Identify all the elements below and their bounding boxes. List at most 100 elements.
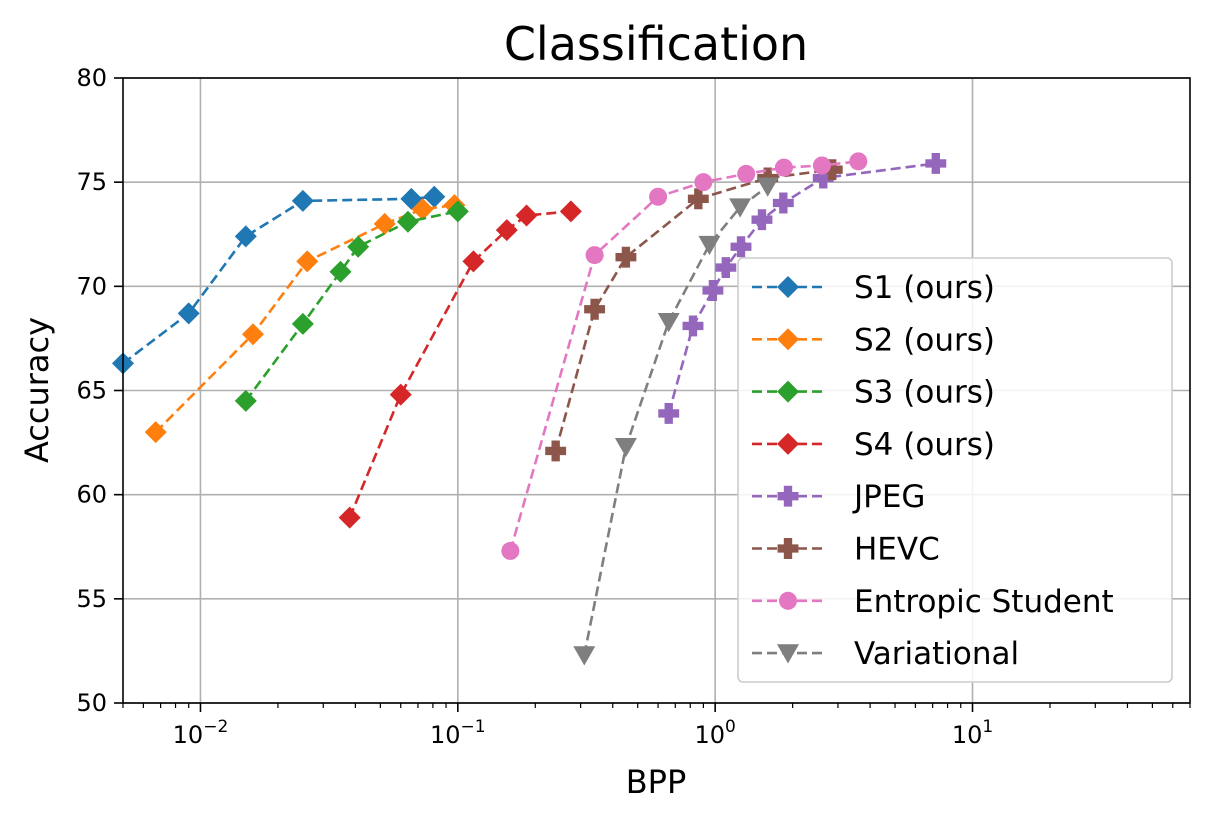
legend-box [737, 257, 1173, 683]
diamond-marker [396, 210, 419, 233]
series-s3-ours [234, 200, 469, 412]
y-tick-label: 65 [76, 377, 107, 405]
circle-marker [694, 173, 713, 192]
circle-marker [774, 158, 793, 177]
plus-marker [751, 209, 773, 231]
axis-ticks: 10−2 10−1 100 101 50 55 60 65 70 75 80 [76, 64, 1191, 749]
plus-marker [702, 280, 724, 301]
legend-item: S4 (ours) [752, 427, 995, 463]
data-series [112, 152, 947, 666]
triangle-down-marker [657, 312, 680, 333]
diamond-marker [291, 189, 314, 212]
plus-marker [730, 236, 752, 258]
triangle-down-marker [698, 235, 721, 256]
triangle-down-marker [756, 177, 779, 197]
y-tick-label: 70 [76, 272, 107, 300]
legend-item: S2 (ours) [752, 322, 995, 358]
diamond-marker [373, 212, 396, 235]
legend-item: S1 (ours) [752, 270, 995, 306]
diamond-marker [234, 389, 257, 412]
legend-label: S2 (ours) [854, 322, 995, 358]
triangle-down-marker [614, 437, 637, 458]
y-axis-label: Accuracy [18, 317, 56, 463]
series-s1-ours [112, 185, 446, 375]
plus-marker [821, 159, 843, 181]
diamond-marker [234, 225, 257, 248]
circle-marker [778, 591, 798, 610]
circle-marker [501, 541, 520, 560]
legend-label: S3 (ours) [854, 375, 995, 411]
plus-marker [658, 402, 680, 424]
diamond-marker [177, 302, 200, 325]
diamond-marker [329, 260, 352, 283]
triangle-down-marker [777, 644, 799, 664]
circle-marker [849, 152, 868, 171]
legend-label: S4 (ours) [854, 427, 995, 463]
diamond-marker [777, 328, 799, 351]
y-tick-label: 50 [76, 689, 107, 717]
legend-item: HEVC [752, 532, 940, 568]
diamond-marker [777, 276, 799, 298]
plus-marker [772, 192, 794, 214]
x-axis-label: BPP [626, 763, 687, 801]
plus-marker [812, 167, 834, 189]
circle-marker [812, 156, 831, 175]
chart-title: Classification [504, 17, 808, 71]
diamond-marker [291, 312, 314, 335]
x-tick-label: 100 [694, 717, 735, 749]
diamond-marker [389, 383, 412, 406]
legend-label: Variational [854, 636, 1019, 672]
plus-marker [715, 257, 737, 279]
legend-label: JPEG [852, 479, 925, 515]
diamond-marker [777, 432, 799, 455]
legend-item: Variational [752, 636, 1019, 672]
diamond-marker [144, 421, 167, 444]
legend-label: HEVC [854, 532, 940, 568]
plus-marker [545, 440, 567, 462]
circle-marker [649, 187, 668, 206]
triangle-down-marker [729, 198, 752, 218]
diamond-marker [495, 219, 518, 242]
x-tick-label: 10−2 [173, 717, 229, 749]
triangle-down-marker [573, 646, 596, 666]
series-line [554, 168, 833, 452]
plus-marker [925, 152, 947, 174]
y-tick-label: 60 [76, 481, 107, 509]
legend: S1 (ours) S2 (ours) S3 (ours) S4 (ours) JPEG… [737, 257, 1173, 683]
diamond-marker [446, 200, 469, 223]
series-line [122, 195, 435, 365]
plus-marker [777, 538, 799, 559]
series-s4-ours [338, 200, 582, 529]
diamond-marker [559, 200, 582, 223]
plus-marker [777, 485, 799, 507]
plus-marker [682, 315, 704, 337]
plus-marker [687, 188, 709, 210]
legend-item: Entropic Student [752, 584, 1114, 620]
plus-marker [615, 246, 637, 268]
diamond-marker [241, 323, 264, 346]
diamond-marker [515, 204, 538, 227]
plus-marker [584, 298, 606, 320]
series-line [244, 210, 459, 402]
diamond-marker [423, 185, 446, 208]
circle-marker [737, 164, 756, 183]
y-tick-label: 75 [76, 168, 107, 196]
series-jpeg [658, 152, 947, 424]
legend-item: S3 (ours) [752, 375, 995, 411]
series-line [348, 210, 572, 519]
legend-item: JPEG [752, 479, 925, 515]
y-tick-label: 55 [76, 585, 107, 613]
legend-label: Entropic Student [854, 584, 1114, 620]
series-entropic-student [501, 152, 868, 560]
diamond-marker [347, 235, 370, 258]
diamond-marker [411, 198, 434, 221]
series-variational [573, 177, 779, 666]
x-tick-label: 10−1 [430, 717, 486, 749]
diamond-marker [296, 250, 319, 273]
circle-marker [585, 246, 604, 265]
legend-label: S1 (ours) [854, 270, 995, 306]
diamond-marker [777, 380, 799, 403]
y-tick-label: 80 [76, 64, 107, 92]
diamond-marker [462, 250, 485, 273]
